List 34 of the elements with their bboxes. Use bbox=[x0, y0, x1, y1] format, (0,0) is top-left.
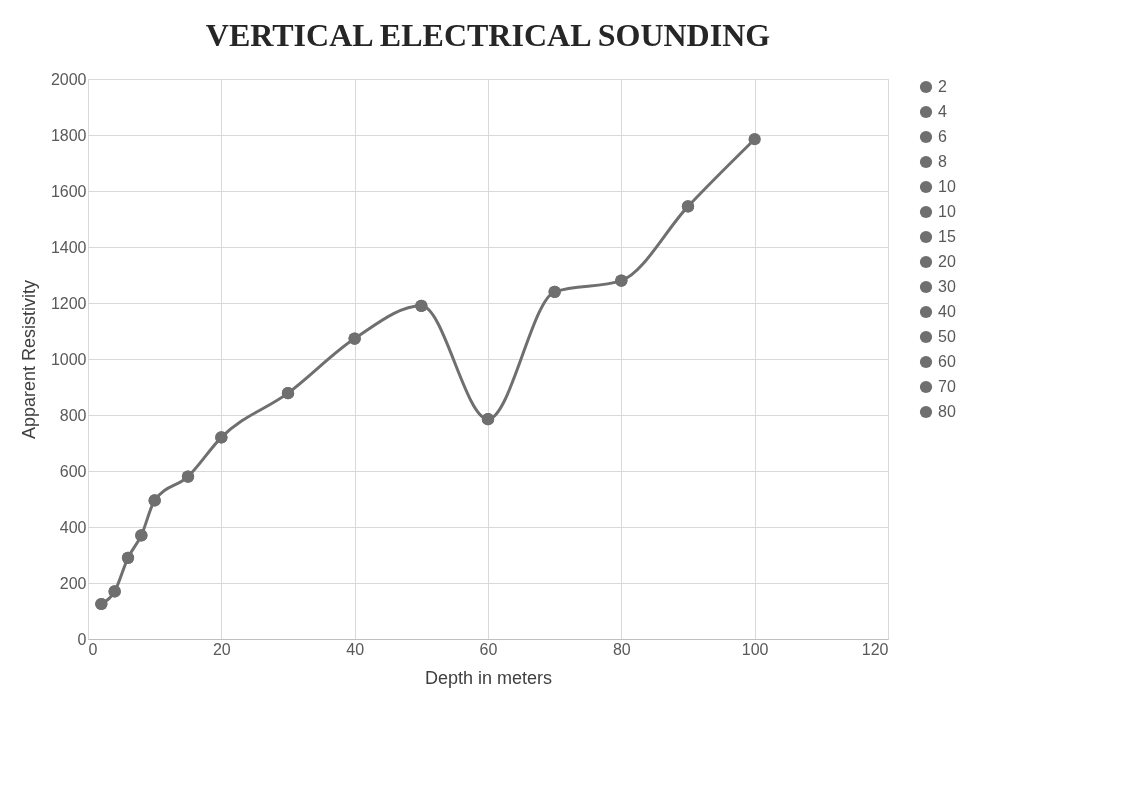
x-tick-label: 80 bbox=[612, 640, 631, 658]
legend-label: 40 bbox=[938, 303, 956, 320]
legend-label: 60 bbox=[938, 353, 956, 370]
legend-label: 70 bbox=[938, 378, 956, 395]
legend-label: 15 bbox=[938, 228, 956, 245]
x-tick-label: 60 bbox=[479, 640, 498, 658]
legend-label: 2 bbox=[938, 78, 947, 95]
y-tick-label: 200 bbox=[59, 574, 87, 592]
x-tick-label: 0 bbox=[88, 640, 98, 658]
legend-label: 10 bbox=[938, 203, 956, 220]
legend-label: 10 bbox=[938, 178, 956, 195]
y-axis-title: Apparent Resistivity bbox=[18, 279, 39, 440]
legend-label: 30 bbox=[938, 278, 956, 295]
x-tick-label: 100 bbox=[741, 640, 769, 658]
y-tick-label: 1800 bbox=[50, 126, 87, 144]
y-tick-label: 400 bbox=[59, 518, 87, 536]
y-tick-label: 800 bbox=[59, 406, 87, 424]
legend-label: 4 bbox=[938, 103, 947, 120]
x-tick-label: 20 bbox=[212, 640, 231, 658]
x-axis-title: Depth in meters bbox=[424, 667, 553, 688]
x-tick-label: 120 bbox=[861, 640, 889, 658]
chart-title: VERTICAL ELECTRICAL SOUNDING bbox=[205, 17, 771, 53]
y-tick-label: 1200 bbox=[50, 294, 87, 312]
legend-label: 80 bbox=[938, 403, 956, 420]
x-tick-label: 40 bbox=[346, 640, 365, 658]
y-tick-label: 1400 bbox=[50, 238, 87, 256]
legend-label: 50 bbox=[938, 328, 956, 345]
y-tick-label: 2000 bbox=[50, 70, 87, 88]
y-tick-label: 1000 bbox=[50, 350, 87, 368]
y-tick-label: 600 bbox=[59, 462, 87, 480]
legend-label: 8 bbox=[938, 153, 947, 170]
y-tick-label: 1600 bbox=[50, 182, 87, 200]
legend-label: 20 bbox=[938, 253, 956, 270]
legend-label: 6 bbox=[938, 128, 947, 145]
